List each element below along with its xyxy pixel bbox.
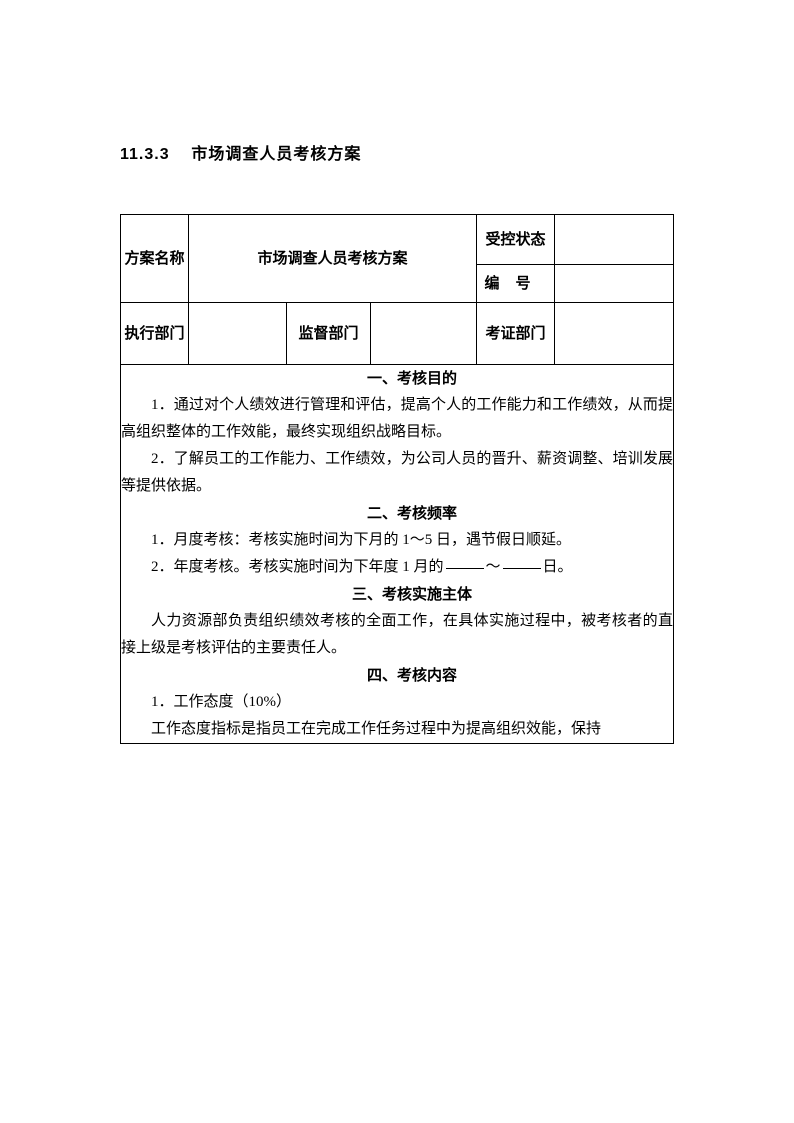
s2-p2-suffix: 日。 <box>543 559 573 575</box>
supervise-dept-label: 监督部门 <box>287 303 371 365</box>
s2-title: 二、考核频率 <box>121 500 673 527</box>
assessment-table: 方案名称 市场调查人员考核方案 受控状态 编号 执行部门 监督部门 考证部门 一… <box>120 214 674 744</box>
number-value <box>555 265 674 303</box>
exec-dept-label: 执行部门 <box>121 303 189 365</box>
plan-title: 市场调查人员考核方案 <box>189 215 477 303</box>
verify-dept-value <box>555 303 674 365</box>
status-label: 受控状态 <box>477 215 555 265</box>
s2-p1: 1．月度考核：考核实施时间为下月的 1～5 日，遇节假日顺延。 <box>121 527 673 554</box>
s3-title: 三、考核实施主体 <box>121 581 673 608</box>
plan-name-label: 方案名称 <box>121 215 189 303</box>
s1-title: 一、考核目的 <box>121 365 673 392</box>
s4-title: 四、考核内容 <box>121 662 673 689</box>
blank-field-1 <box>446 568 484 569</box>
exec-dept-value <box>189 303 287 365</box>
section-header: 11.3.3 市场调查人员考核方案 <box>120 140 674 164</box>
content-body: 一、考核目的 1．通过对个人绩效进行管理和评估，提高个人的工作能力和工作绩效，从… <box>121 365 674 744</box>
number-label: 编号 <box>477 265 555 303</box>
status-value <box>555 215 674 265</box>
section-number: 11.3.3 <box>120 146 170 163</box>
verify-dept-label: 考证部门 <box>477 303 555 365</box>
supervise-dept-value <box>371 303 477 365</box>
s4-p1: 1．工作态度（10%） <box>121 689 673 716</box>
s4-p2: 工作态度指标是指员工在完成工作任务过程中为提高组织效能，保持 <box>121 716 673 743</box>
s1-p1: 1．通过对个人绩效进行管理和评估，提高个人的工作能力和工作绩效，从而提高组织整体… <box>121 392 673 446</box>
s2-p2: 2．年度考核。考核实施时间为下年度 1 月的 ～ 日。 <box>121 554 673 581</box>
s2-p2-mid: ～ <box>486 559 501 575</box>
s1-p2: 2．了解员工的工作能力、工作绩效，为公司人员的晋升、薪资调整、培训发展等提供依据… <box>121 446 673 500</box>
s3-p1: 人力资源部负责组织绩效考核的全面工作，在具体实施过程中，被考核者的直接上级是考核… <box>121 608 673 662</box>
section-title-text: 市场调查人员考核方案 <box>191 146 361 163</box>
s2-p2-prefix: 2．年度考核。考核实施时间为下年度 1 月的 <box>151 559 444 575</box>
blank-field-2 <box>503 568 541 569</box>
